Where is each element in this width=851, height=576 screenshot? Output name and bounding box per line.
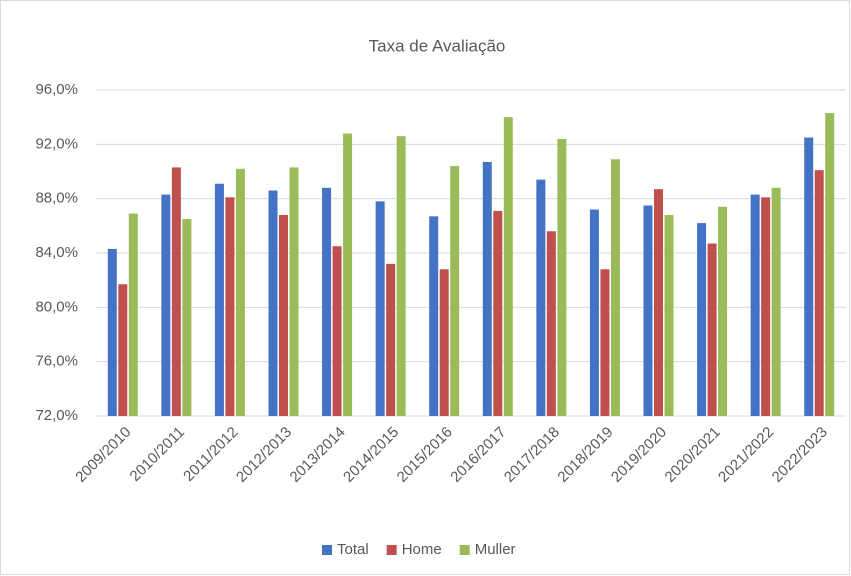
bar — [268, 190, 278, 416]
bar — [332, 246, 342, 416]
bar — [536, 179, 546, 416]
bar — [225, 197, 235, 416]
bar — [557, 138, 567, 416]
bar — [600, 269, 610, 416]
bar — [386, 263, 396, 416]
bar — [235, 168, 245, 416]
bar — [439, 269, 449, 416]
bar — [182, 219, 192, 416]
bar — [161, 194, 171, 416]
bar — [761, 197, 771, 416]
bar — [643, 205, 653, 416]
legend-label: Muller — [475, 541, 516, 558]
bar — [128, 213, 138, 416]
bar — [214, 183, 224, 416]
bar — [279, 214, 288, 416]
bar — [322, 187, 332, 416]
legend-label: Total — [337, 541, 369, 558]
bar — [429, 216, 439, 416]
bar — [503, 117, 513, 417]
legend-swatch — [322, 545, 332, 555]
y-tick-label: 80,0% — [35, 298, 78, 315]
chart-title: Taxa de Avaliação — [369, 36, 506, 55]
bar — [482, 161, 492, 416]
bar — [771, 187, 781, 416]
bar — [171, 167, 181, 416]
bar — [654, 189, 663, 416]
y-tick-label: 96,0% — [35, 81, 78, 98]
legend-swatch — [459, 545, 470, 555]
bar — [396, 136, 406, 416]
y-tick-label: 84,0% — [35, 244, 78, 261]
bar — [664, 214, 674, 416]
y-tick-label: 76,0% — [35, 353, 78, 370]
bar — [546, 231, 556, 416]
bar — [289, 167, 299, 416]
bar — [610, 159, 620, 416]
bar — [493, 210, 503, 416]
bar — [375, 201, 385, 416]
bar — [697, 223, 707, 416]
bar — [825, 113, 835, 416]
y-tick-label: 92,0% — [35, 135, 78, 152]
y-tick-label: 72,0% — [35, 407, 78, 424]
bar — [718, 206, 728, 416]
bar — [107, 248, 117, 416]
bar — [450, 166, 460, 416]
bar — [343, 133, 353, 416]
bar — [804, 137, 814, 416]
bar — [707, 243, 717, 416]
bar — [814, 170, 824, 416]
y-tick-label: 88,0% — [35, 190, 78, 207]
bar — [750, 194, 760, 416]
legend-swatch — [386, 545, 397, 555]
bar — [118, 284, 128, 416]
bar — [589, 209, 599, 416]
legend-label: Home — [402, 541, 442, 558]
